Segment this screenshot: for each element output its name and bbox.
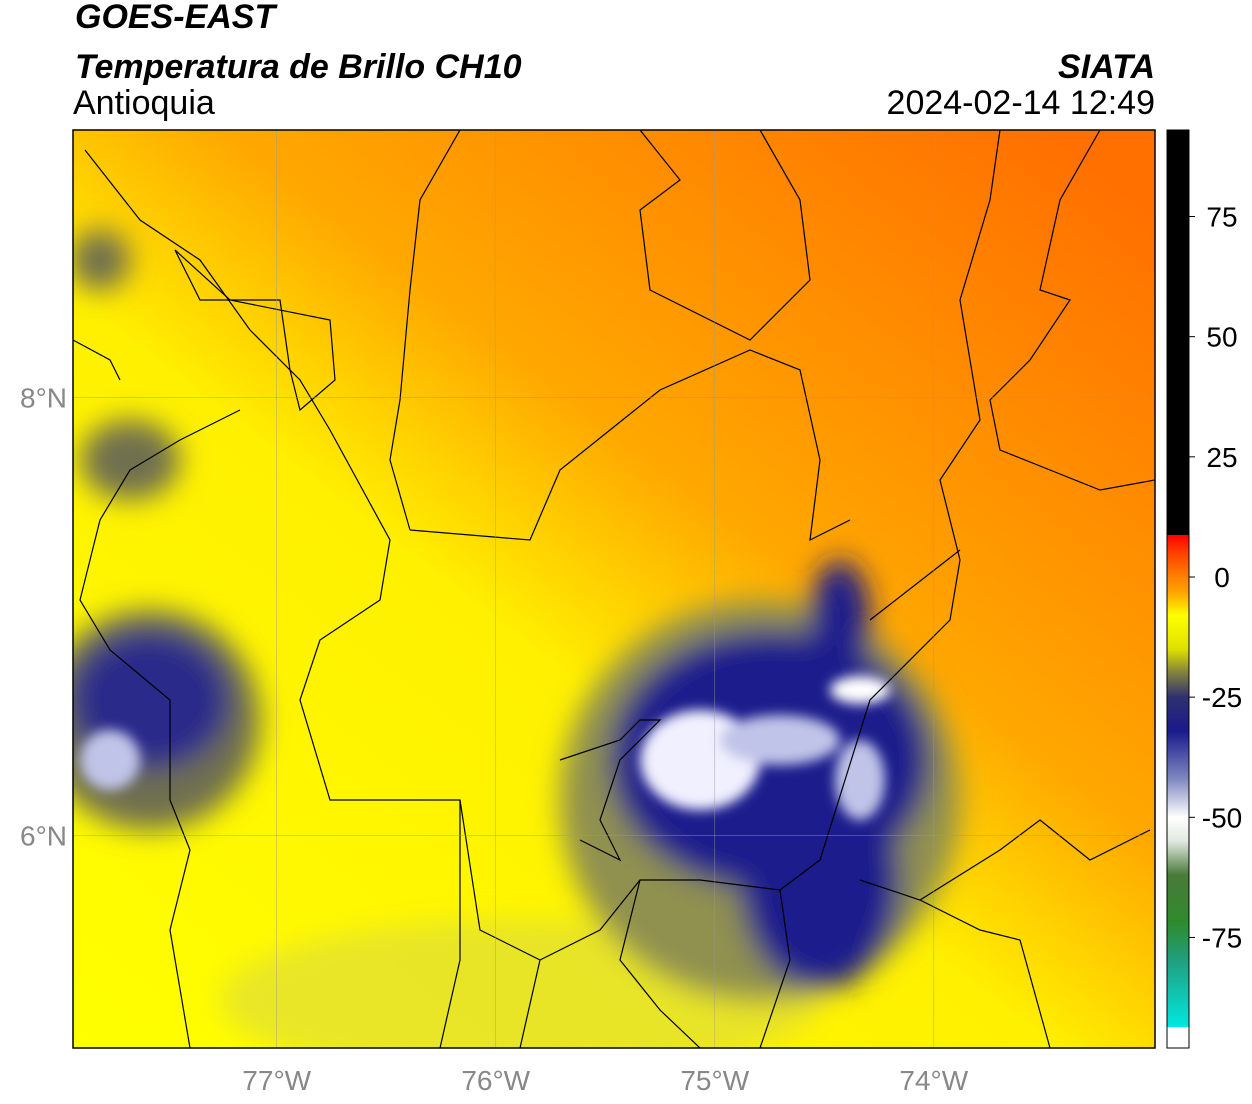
map-frame xyxy=(72,129,1156,1049)
y-tick-label: 6°N xyxy=(20,820,67,851)
colorbar-tick-label: -25 xyxy=(1202,682,1242,713)
colorbar-tick-label: 25 xyxy=(1206,442,1237,473)
x-tick-label: 74°W xyxy=(899,1065,968,1096)
title: GOES-EAST xyxy=(75,0,278,36)
x-tick-label: 75°W xyxy=(680,1065,749,1096)
region: Antioquia xyxy=(73,84,215,122)
colorbar-tick-label: 0 xyxy=(1214,562,1230,593)
colorbar-tick-label: 75 xyxy=(1206,202,1237,233)
colorbar-tick-label: 50 xyxy=(1206,322,1237,353)
x-tick-label: 77°W xyxy=(242,1065,311,1096)
colorbar-tick-label: -75 xyxy=(1202,922,1242,953)
x-tick-label: 76°W xyxy=(461,1065,530,1096)
y-tick-label: 8°N xyxy=(20,382,67,413)
grid xyxy=(73,130,1155,1048)
subtitle: Temperatura de Brillo CH10 xyxy=(75,48,522,86)
source: SIATA xyxy=(1058,48,1155,86)
borders xyxy=(73,130,1155,1048)
colorbar xyxy=(1166,129,1190,1049)
colorbar-tick-label: -50 xyxy=(1202,802,1242,833)
datetime: 2024-02-14 12:49 xyxy=(887,84,1155,122)
map-image xyxy=(73,130,1155,1048)
